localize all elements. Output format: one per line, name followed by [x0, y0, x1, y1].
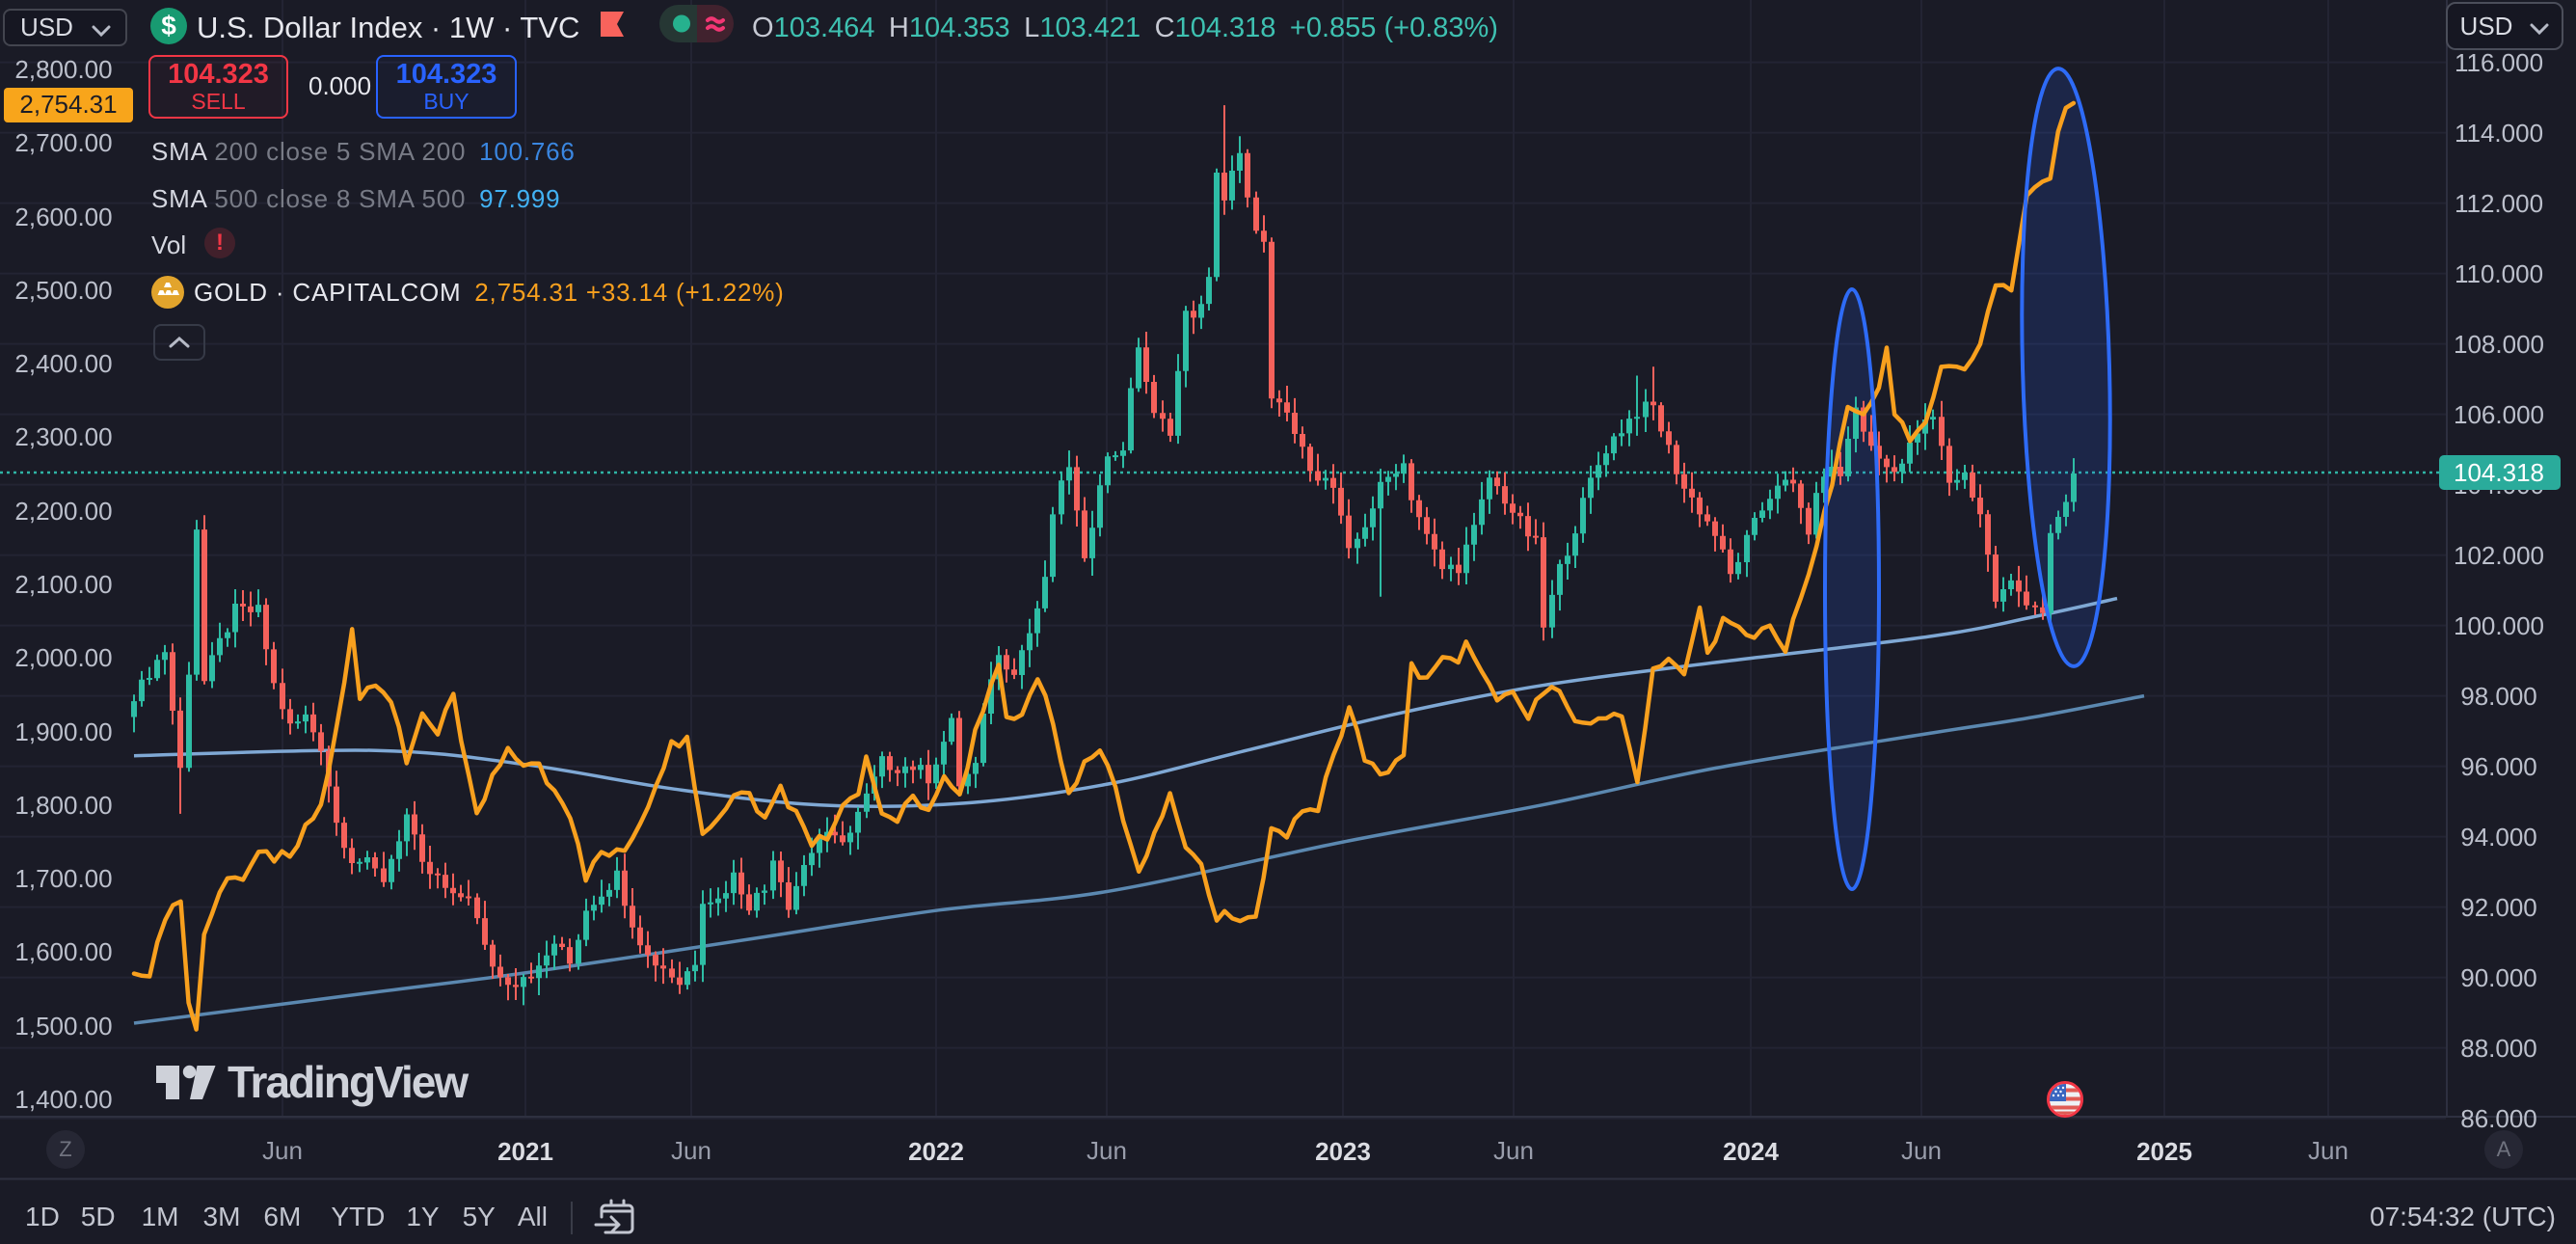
svg-text:1,500.00: 1,500.00: [14, 1012, 112, 1041]
svg-text:TradingView: TradingView: [228, 1057, 469, 1107]
svg-text:2021: 2021: [497, 1137, 553, 1166]
svg-text:106.000: 106.000: [2454, 400, 2544, 429]
svg-text:1,700.00: 1,700.00: [14, 864, 112, 893]
svg-text:Jun: Jun: [1087, 1136, 1127, 1165]
svg-text:Jun: Jun: [671, 1136, 711, 1165]
svg-text:2,100.00: 2,100.00: [14, 570, 112, 599]
svg-text:98.000: 98.000: [2460, 682, 2537, 711]
svg-text:1,900.00: 1,900.00: [14, 717, 112, 746]
svg-text:116.000: 116.000: [2455, 48, 2543, 77]
svg-text:2024: 2024: [1723, 1137, 1779, 1166]
svg-text:104.318: 104.318: [2454, 458, 2544, 487]
svg-text:1,600.00: 1,600.00: [14, 937, 112, 966]
svg-text:2023: 2023: [1315, 1137, 1371, 1166]
svg-text:108.000: 108.000: [2454, 330, 2544, 359]
svg-text:1,800.00: 1,800.00: [14, 791, 112, 820]
svg-text:2,754.31: 2,754.31: [19, 90, 117, 119]
svg-text:112.000: 112.000: [2455, 189, 2543, 218]
svg-text:Jun: Jun: [2308, 1136, 2348, 1165]
svg-text:2,500.00: 2,500.00: [14, 276, 112, 305]
svg-text:2025: 2025: [2136, 1137, 2192, 1166]
svg-text:2,400.00: 2,400.00: [14, 349, 112, 378]
svg-text:Jun: Jun: [262, 1136, 303, 1165]
svg-text:2,600.00: 2,600.00: [14, 203, 112, 231]
svg-text:1,400.00: 1,400.00: [14, 1085, 112, 1114]
svg-text:2022: 2022: [908, 1137, 964, 1166]
svg-text:Jun: Jun: [1901, 1136, 1942, 1165]
svg-text:2,700.00: 2,700.00: [14, 128, 112, 157]
svg-text:90.000: 90.000: [2460, 963, 2537, 992]
svg-text:96.000: 96.000: [2460, 752, 2537, 781]
svg-text:2,200.00: 2,200.00: [14, 497, 112, 526]
svg-text:94.000: 94.000: [2460, 823, 2537, 852]
svg-text:110.000: 110.000: [2455, 259, 2543, 288]
svg-text:2,000.00: 2,000.00: [14, 643, 112, 672]
svg-text:Jun: Jun: [1493, 1136, 1534, 1165]
svg-text:102.000: 102.000: [2454, 541, 2544, 570]
svg-text:88.000: 88.000: [2460, 1034, 2537, 1063]
svg-text:100.000: 100.000: [2454, 611, 2544, 640]
svg-text:114.000: 114.000: [2455, 119, 2543, 148]
svg-text:86.000: 86.000: [2460, 1104, 2537, 1133]
svg-text:92.000: 92.000: [2460, 893, 2537, 922]
svg-text:2,800.00: 2,800.00: [14, 55, 112, 84]
svg-text:2,300.00: 2,300.00: [14, 422, 112, 451]
